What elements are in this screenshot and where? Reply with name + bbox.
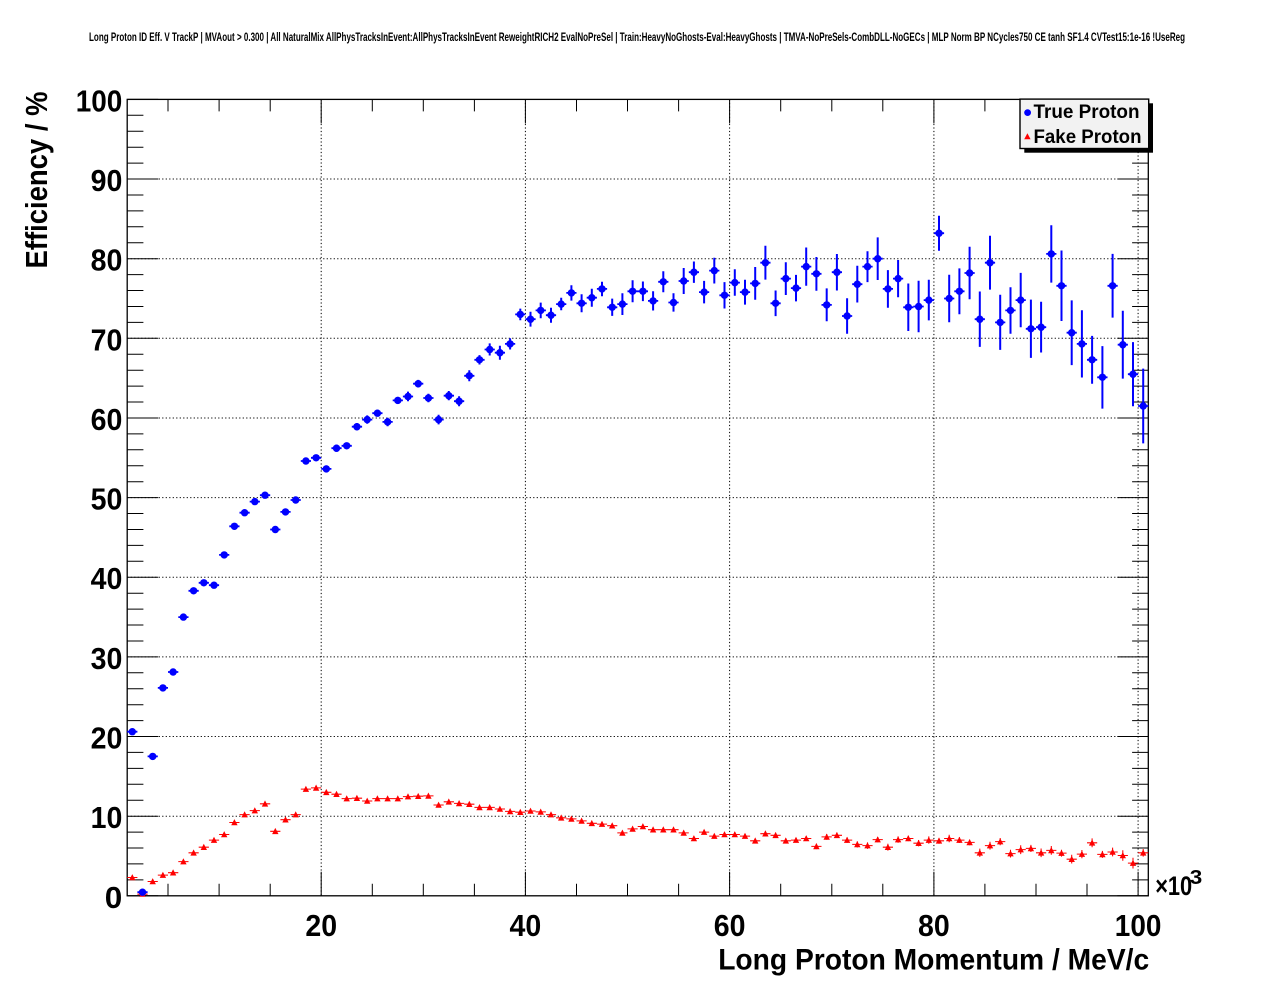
svg-text:60: 60: [714, 908, 746, 943]
svg-text:Fake Proton: Fake Proton: [1034, 126, 1142, 148]
svg-text:30: 30: [91, 641, 123, 676]
svg-text:True Proton: True Proton: [1034, 101, 1140, 123]
svg-text:Long Proton Momentum / MeV/c: Long Proton Momentum / MeV/c: [718, 944, 1149, 977]
svg-text:80: 80: [91, 243, 123, 278]
svg-text:40: 40: [510, 908, 542, 943]
svg-text:70: 70: [91, 322, 123, 357]
svg-text:0: 0: [105, 880, 123, 915]
svg-text:3: 3: [1190, 867, 1203, 889]
svg-text:60: 60: [91, 402, 123, 437]
svg-text:90: 90: [91, 163, 123, 198]
svg-text:Long Proton ID Eff. V TrackP |: Long Proton ID Eff. V TrackP | MVAout > …: [89, 32, 1185, 44]
svg-text:80: 80: [918, 908, 950, 943]
svg-text:×10: ×10: [1155, 871, 1192, 901]
svg-text:100: 100: [76, 83, 123, 118]
svg-text:100: 100: [1115, 908, 1162, 943]
svg-text:40: 40: [91, 561, 123, 596]
svg-text:20: 20: [305, 908, 337, 943]
svg-text:Efficiency / %: Efficiency / %: [20, 92, 54, 269]
svg-text:20: 20: [91, 721, 123, 756]
svg-text:50: 50: [91, 482, 123, 517]
svg-text:10: 10: [91, 800, 123, 835]
